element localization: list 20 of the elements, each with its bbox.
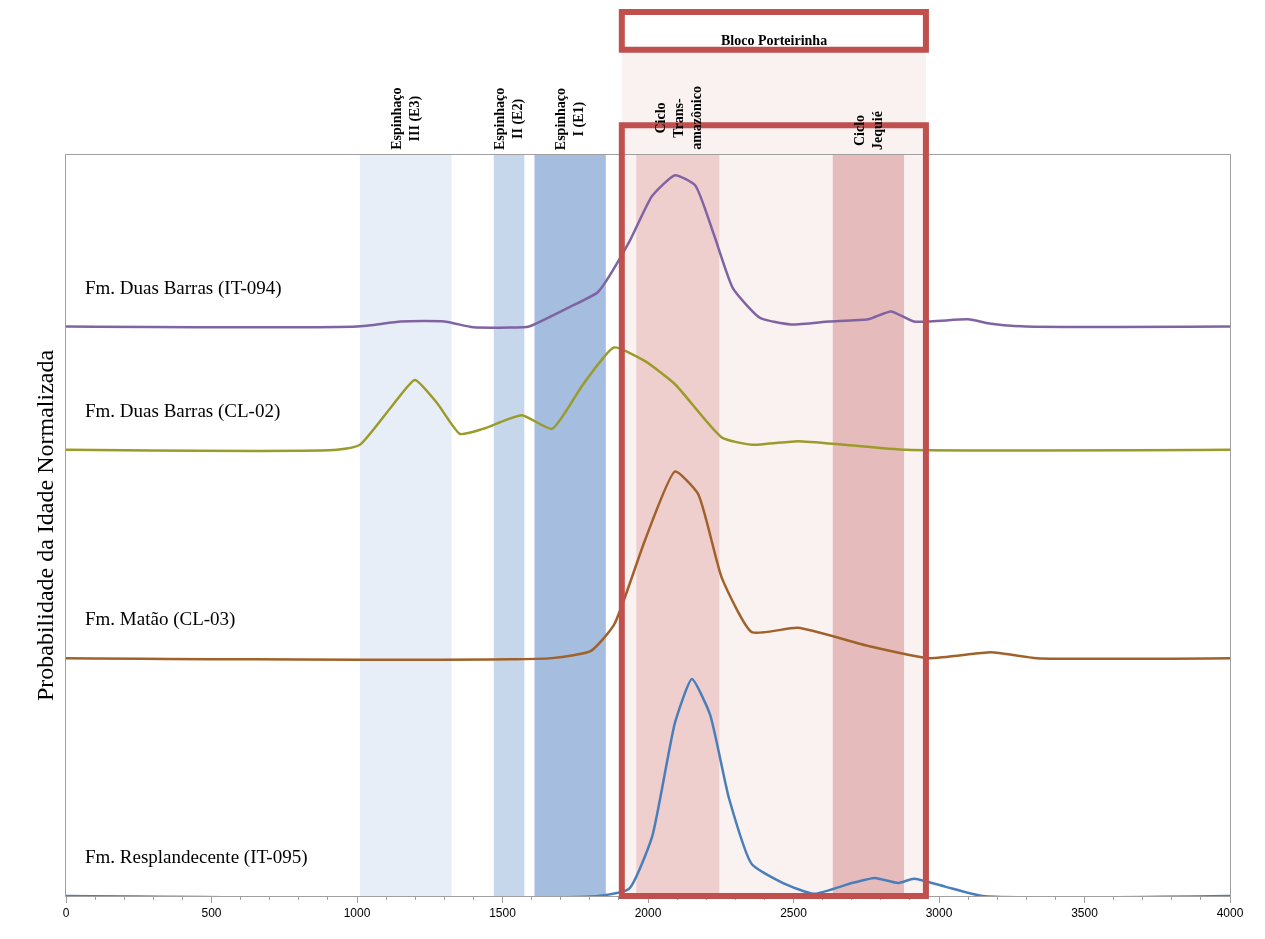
series-label: Fm. Resplandecente (IT-095) <box>85 846 308 868</box>
band-label: Bloco Porteirinha <box>721 33 828 48</box>
x-tick-label: 500 <box>201 906 222 921</box>
band-label: Espinhaço II (E2) <box>492 87 527 151</box>
series-label: Fm. Duas Barras (IT-094) <box>85 277 282 299</box>
band-label: Ciclo Trans- amazônico <box>652 86 705 150</box>
series-label: Fm. Matão (CL-03) <box>85 608 236 630</box>
x-tick-label: 0 <box>62 906 70 921</box>
band-label: Espinhaço III (E3) <box>388 87 423 150</box>
x-tick-label: 3500 <box>1071 906 1099 921</box>
x-tick-label: 4000 <box>1216 906 1244 921</box>
series-label: Fm. Duas Barras (CL-02) <box>85 400 281 422</box>
y-axis-title: Probabilidade da Idade Normalizada <box>32 349 59 702</box>
band-label: Espinhaço I (E1) <box>553 87 588 151</box>
band-label: Ciclo Jequié <box>851 111 886 150</box>
x-tick-label: 2000 <box>634 906 662 921</box>
x-tick-label: 1000 <box>343 906 371 921</box>
x-tick-label: 1500 <box>489 906 517 921</box>
x-tick-label: 3000 <box>925 906 953 921</box>
x-tick-label: 2500 <box>780 906 808 921</box>
